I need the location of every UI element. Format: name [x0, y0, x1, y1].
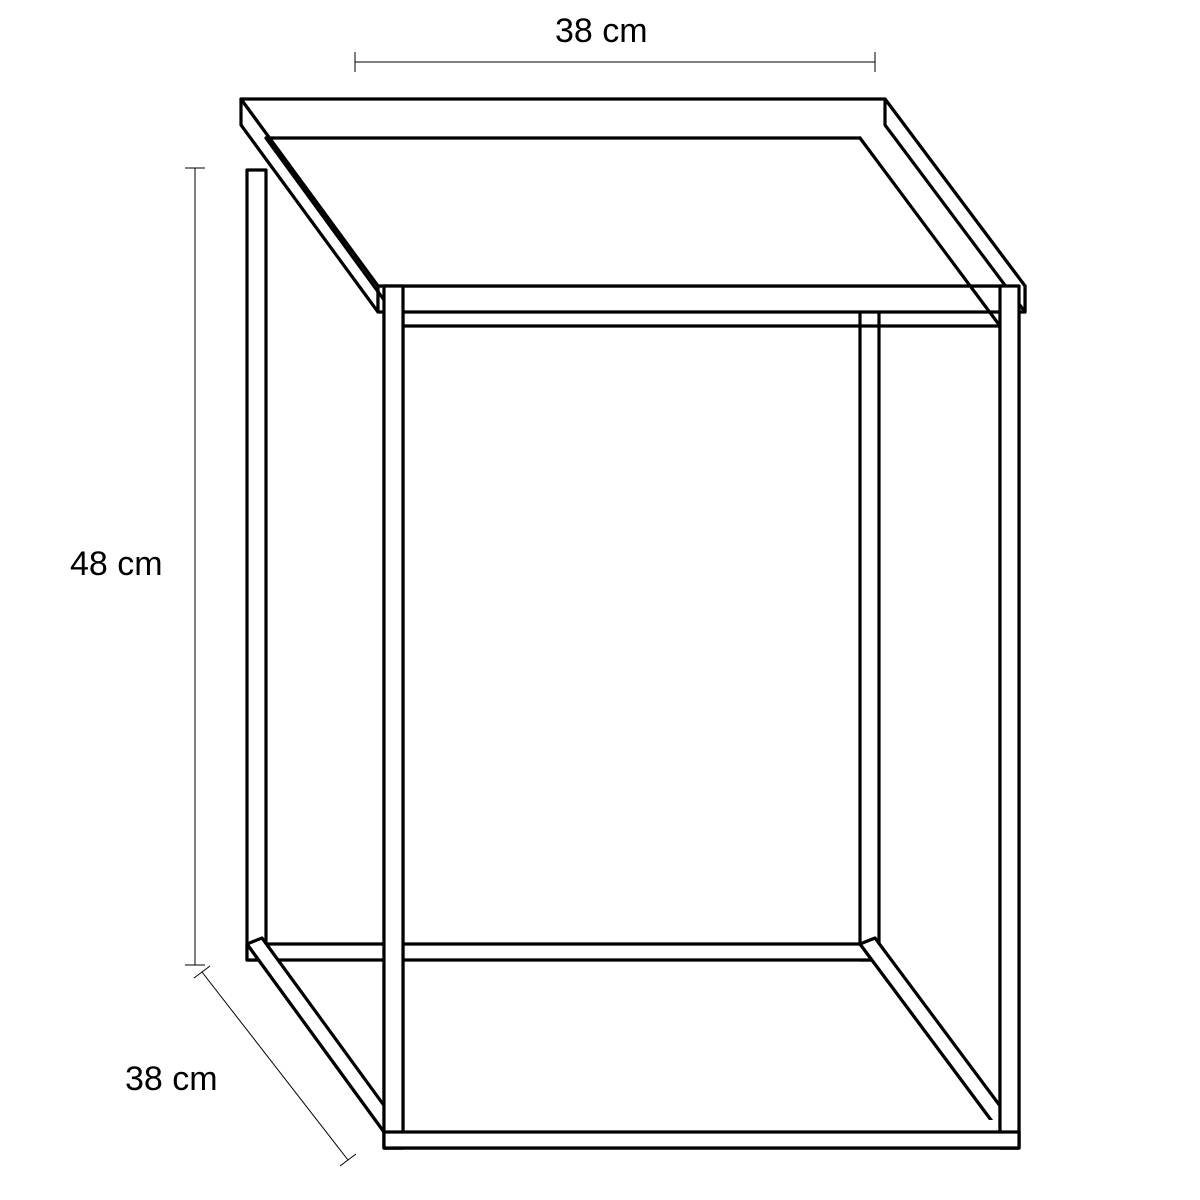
dimension-line-width [355, 52, 875, 72]
height-label: 48 cm [70, 545, 163, 583]
top-front [378, 286, 1025, 312]
table-drawing [241, 99, 1025, 1148]
rail-front-top [384, 1120, 1019, 1132]
rail-left-top [247, 938, 399, 1132]
dimension-line-height [185, 168, 205, 965]
rail-right-top [860, 938, 1015, 1132]
width-label: 38 cm [555, 12, 648, 50]
dimension-line-depth [194, 966, 356, 1166]
leg-back-left [247, 170, 266, 960]
rail-back [247, 944, 879, 960]
dimension-diagram: 38 cm 48 cm 38 cm [0, 0, 1200, 1200]
depth-label: 38 cm [125, 1060, 218, 1098]
